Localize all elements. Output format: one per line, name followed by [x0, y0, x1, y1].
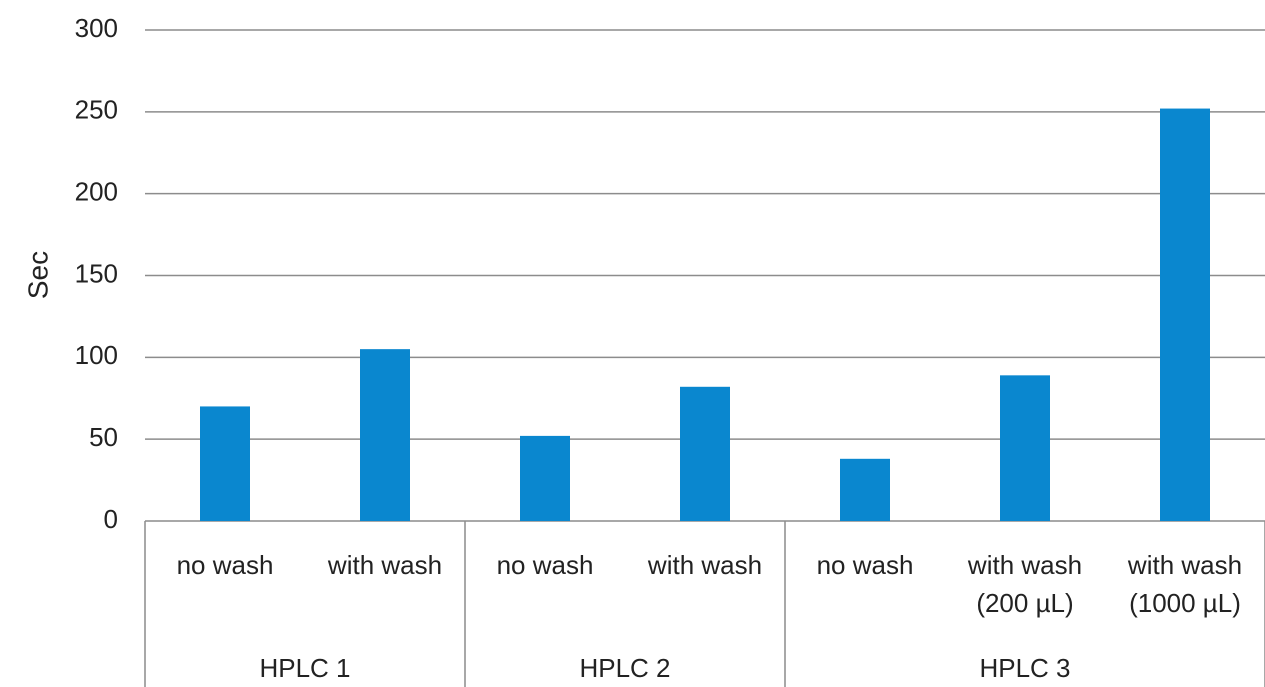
bar [840, 458, 890, 521]
y-tick-label: 0 [104, 504, 118, 534]
x-tick-label: no wash [816, 550, 914, 580]
x-tick-label: no wash [176, 550, 274, 580]
bar [680, 386, 730, 521]
y-tick-label: 50 [89, 422, 118, 452]
bar [360, 349, 410, 521]
group-label: HPLC 2 [579, 653, 671, 683]
x-tick-label: with wash (1000 µL) [1127, 550, 1243, 618]
y-tick-label: 300 [75, 13, 118, 43]
y-tick-label: 100 [75, 340, 118, 370]
bar [200, 406, 250, 521]
x-tick-label: with wash [647, 550, 763, 580]
group-label: HPLC 3 [979, 653, 1071, 683]
bar [1160, 108, 1210, 521]
y-tick-label: 200 [75, 177, 118, 207]
y-axis-label: Sec [22, 251, 53, 299]
bar [1000, 375, 1050, 521]
group-label: HPLC 1 [259, 653, 351, 683]
y-tick-label: 250 [75, 95, 118, 125]
y-tick-label: 150 [75, 258, 118, 288]
x-tick-label: with wash [327, 550, 443, 580]
bar [520, 435, 570, 521]
x-tick-label: no wash [496, 550, 594, 580]
x-tick-label: with wash (200 µL) [967, 550, 1083, 618]
